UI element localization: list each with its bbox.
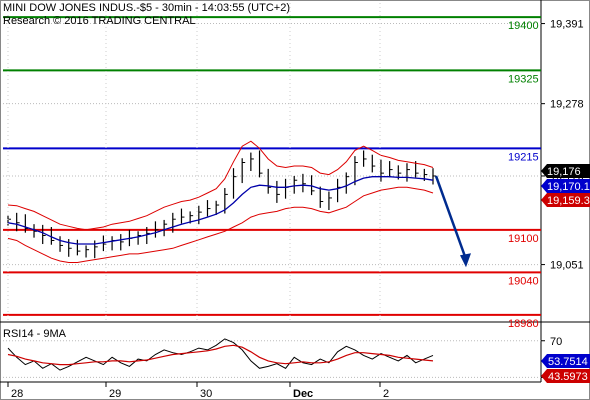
price-y-tick-label: 19,051 bbox=[550, 260, 584, 272]
level-label-19400: 19400 bbox=[508, 20, 539, 32]
bollinger-lower-line bbox=[7, 186, 434, 263]
level-label-18980: 18980 bbox=[508, 318, 539, 330]
rsi-line bbox=[7, 338, 434, 371]
price-tag-last bbox=[541, 164, 590, 178]
price-tag-label-last: 19,176 bbox=[547, 166, 581, 178]
level-label-19100: 19100 bbox=[508, 233, 539, 245]
rsi-tag-label-ma: 43.5973 bbox=[548, 371, 588, 383]
forecast-arrow-head bbox=[460, 253, 471, 268]
moving-average-line bbox=[7, 176, 434, 245]
x-tick-label: 2 bbox=[383, 388, 389, 400]
rsi-ma-line bbox=[7, 344, 434, 366]
chart-header-copyright: Research © 2016 TRADING CENTRAL bbox=[3, 15, 196, 27]
price-tag-bb bbox=[541, 193, 590, 207]
forecast-arrow-shaft bbox=[434, 175, 468, 260]
rsi-panel-label: RSI14 - 9MA bbox=[3, 328, 66, 340]
bollinger-upper-line bbox=[7, 140, 434, 231]
x-tick-label: 29 bbox=[109, 388, 121, 400]
rsi-tag-rsi bbox=[541, 354, 590, 368]
level-label-19040: 19040 bbox=[508, 275, 539, 287]
price-tag-label-bb: 19,159.3 bbox=[547, 195, 590, 207]
level-label-19215: 19215 bbox=[508, 151, 539, 163]
level-label-19325: 19325 bbox=[508, 73, 539, 85]
x-tick-label: 28 bbox=[11, 388, 23, 400]
price-tag-ma bbox=[541, 179, 590, 193]
price-tag-label-ma: 19,170.1 bbox=[547, 181, 590, 193]
price-y-tick-label: 19,391 bbox=[550, 19, 584, 31]
rsi-tag-ma bbox=[541, 369, 590, 383]
x-tick-label: Dec bbox=[293, 388, 313, 400]
price-y-tick-label: 19,278 bbox=[550, 99, 584, 111]
rsi-tag-label-rsi: 53.7514 bbox=[548, 356, 588, 368]
x-tick-label: 30 bbox=[200, 388, 212, 400]
chart-header-title: MINI DOW JONES INDUS.-$5 - 30min - 14:03… bbox=[3, 2, 290, 14]
rsi-y-tick-label: 70 bbox=[550, 336, 562, 348]
